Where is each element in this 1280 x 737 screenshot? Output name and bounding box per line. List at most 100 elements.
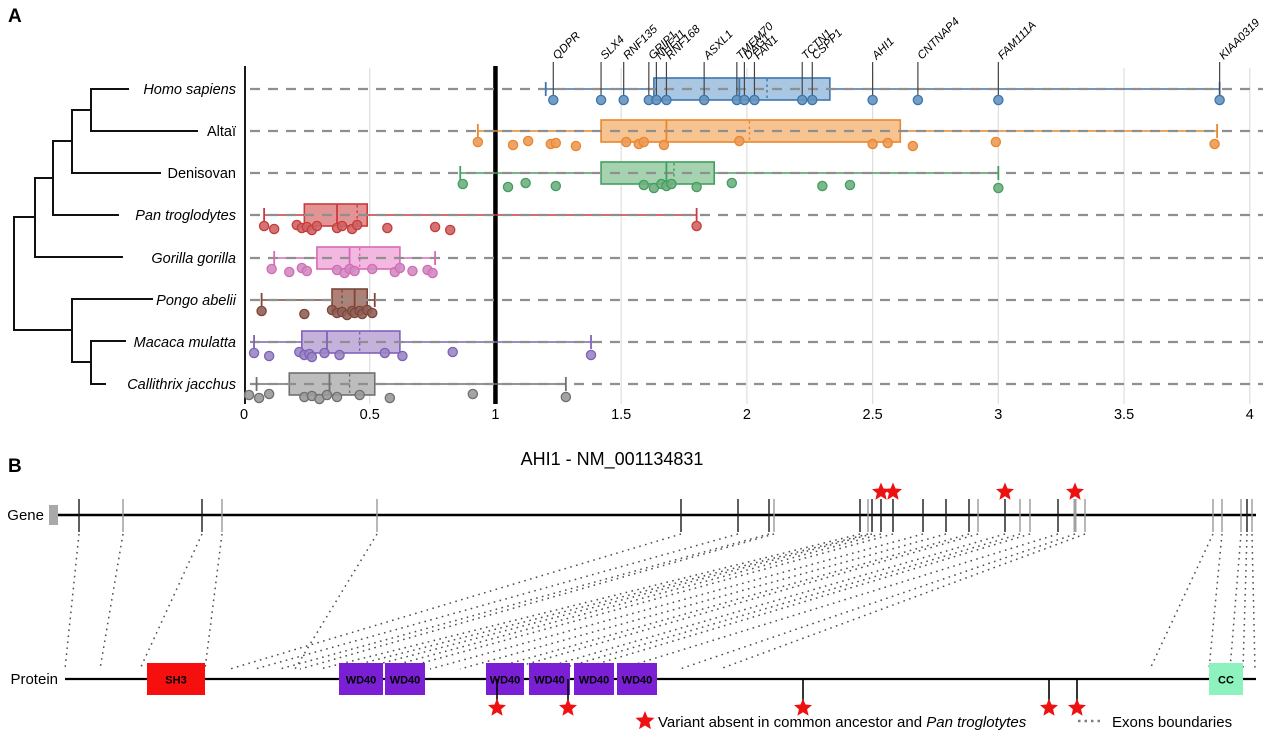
variant-star-icon xyxy=(635,711,655,730)
exon-boundary-connector xyxy=(279,533,770,670)
data-point xyxy=(570,140,582,152)
protein-domain-wd40 xyxy=(529,663,570,695)
panel-a-label: A xyxy=(8,6,22,27)
protein-domain-label: WD40 xyxy=(622,675,653,687)
data-point xyxy=(1214,94,1225,106)
exon-boundary-connector xyxy=(379,533,882,670)
gene-label: FAM111A xyxy=(996,19,1039,62)
data-point xyxy=(749,94,760,106)
x-tick-label: 1.5 xyxy=(611,407,631,423)
data-point xyxy=(585,349,597,361)
species-label: Gorilla gorilla xyxy=(151,251,236,267)
protein-domain-label: SH3 xyxy=(165,675,186,687)
data-point xyxy=(867,138,878,150)
data-point xyxy=(256,305,267,317)
exon-boundary-connector xyxy=(539,533,1006,670)
data-point xyxy=(306,351,318,363)
gene-start-block xyxy=(49,505,58,525)
data-point xyxy=(550,137,562,149)
data-point xyxy=(366,307,378,319)
variant-star-icon xyxy=(872,482,890,500)
data-point xyxy=(397,350,408,362)
exon-boundary-connector xyxy=(579,533,1031,670)
data-point xyxy=(595,94,607,106)
exon-boundary-connector xyxy=(294,533,378,670)
variant-star-icon xyxy=(559,698,577,716)
variant-star-icon xyxy=(488,698,506,716)
data-point xyxy=(429,221,441,233)
exon-boundary-connector xyxy=(489,533,970,670)
data-point xyxy=(354,389,365,401)
exon-boundary-connector xyxy=(1208,533,1223,670)
data-point xyxy=(739,94,750,106)
data-point xyxy=(299,308,310,320)
data-point xyxy=(620,136,632,148)
data-point xyxy=(520,177,531,189)
exon-boundary-connector xyxy=(1229,533,1242,670)
data-point xyxy=(447,346,458,358)
data-point xyxy=(382,222,393,234)
protein-domain-label: WD40 xyxy=(490,675,521,687)
data-point xyxy=(691,181,702,193)
gene-track-label: Gene xyxy=(7,507,44,524)
data-point xyxy=(698,94,710,106)
protein-domain-cc xyxy=(1209,663,1243,695)
data-point xyxy=(263,350,275,362)
protein-domain-label: WD40 xyxy=(579,675,610,687)
exon-boundary-connector xyxy=(459,533,947,670)
data-point xyxy=(384,392,396,404)
protein-domain-wd40 xyxy=(574,663,614,695)
gene-label: KIAA0319 xyxy=(1217,17,1263,63)
data-point xyxy=(263,388,275,400)
data-point xyxy=(351,219,363,231)
exon-boundary-connector xyxy=(509,533,979,670)
x-tick-label: 4 xyxy=(1246,407,1254,423)
boxplot-row-macaca-mulatta xyxy=(248,330,1263,363)
exon-boundary-connector xyxy=(1251,533,1256,670)
data-point xyxy=(638,136,650,148)
data-point xyxy=(319,347,330,359)
legend-variant-label: Variant absent in common ancestor and Pa… xyxy=(658,714,1027,731)
data-point xyxy=(379,347,391,359)
gene-label: AHI1 xyxy=(870,36,897,63)
exon-boundary-connector xyxy=(359,533,873,670)
protein-domain-label: WD40 xyxy=(534,675,565,687)
data-point xyxy=(507,139,519,151)
species-label: Macaca mulatta xyxy=(134,335,236,351)
data-point xyxy=(394,262,406,274)
exon-boundary-connector xyxy=(1149,533,1214,670)
data-point xyxy=(467,388,479,400)
species-label: Pan troglodytes xyxy=(135,208,236,224)
gene-label: ASXL1 xyxy=(701,28,736,63)
protein-domain-label: CC xyxy=(1218,675,1234,687)
data-point xyxy=(266,263,277,275)
x-tick-label: 2.5 xyxy=(863,407,883,423)
species-label: Denisovan xyxy=(167,166,236,182)
protein-domain-wd40 xyxy=(617,663,657,695)
exon-boundary-connector xyxy=(319,533,861,670)
data-point xyxy=(560,391,572,403)
exon-boundary-connector xyxy=(619,533,1059,670)
data-point xyxy=(321,389,333,401)
data-point xyxy=(268,223,280,235)
data-point xyxy=(331,391,343,403)
boxplot-row-denisovan xyxy=(250,161,1263,194)
data-point xyxy=(444,224,456,236)
exon-boundary-connector xyxy=(229,533,682,670)
exon-boundary-connector xyxy=(99,533,124,670)
exon-boundary-connector xyxy=(719,533,1086,670)
data-point xyxy=(844,179,856,191)
exon-boundary-connector xyxy=(254,533,739,670)
data-point xyxy=(666,178,677,190)
data-point xyxy=(336,220,348,232)
exon-boundary-connector xyxy=(339,533,869,670)
legend-exons-label: Exons boundaries xyxy=(1112,714,1232,731)
species-label: Altaï xyxy=(207,124,236,140)
exon-boundary-connector xyxy=(139,533,203,670)
protein-track-label: Protein xyxy=(10,671,58,688)
data-point xyxy=(284,266,295,278)
panel-b-label: B xyxy=(8,456,22,477)
data-point xyxy=(548,94,559,106)
data-point xyxy=(427,267,438,279)
